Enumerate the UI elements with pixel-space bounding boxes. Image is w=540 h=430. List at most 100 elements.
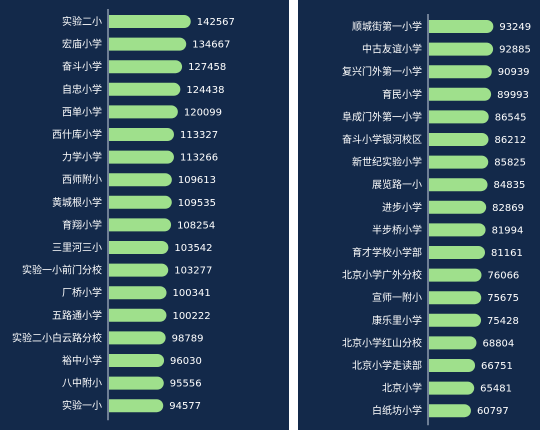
right-value-label: 86212 <box>494 135 526 146</box>
left-bar <box>109 173 172 187</box>
left-category-label: 奋斗小学 <box>62 60 102 73</box>
right-category-label: 展览路一小 <box>372 178 422 191</box>
right-category-label: 奋斗小学银河校区 <box>342 133 422 146</box>
right-value-label: 68804 <box>482 338 514 349</box>
right-bar <box>429 110 489 124</box>
left-value-label: 127458 <box>188 62 226 73</box>
left-category-label: 西单小学 <box>62 105 102 118</box>
left-value-label: 103542 <box>174 243 212 254</box>
left-value-label: 113327 <box>180 130 218 141</box>
right-value-label: 76066 <box>487 271 519 282</box>
left-category-label: 自忠小学 <box>62 83 102 96</box>
left-bar <box>109 128 174 141</box>
left-bar <box>109 354 165 367</box>
left-bar <box>109 376 164 390</box>
right-category-label: 育民小学 <box>382 88 422 101</box>
left-category-label: 西什库小学 <box>52 128 102 141</box>
left-category-label: 宏庙小学 <box>62 38 102 51</box>
chart-panel-left: 实验二小 142567 宏庙小学 134667 奋斗小学 127458 自忠小学 124438… <box>0 0 289 430</box>
left-category-label: 实验二小白云路分校 <box>12 331 102 344</box>
right-bar <box>429 200 487 214</box>
left-bar <box>109 60 183 74</box>
right-category-label: 进步小学 <box>382 201 422 214</box>
right-value-label: 81994 <box>492 225 524 236</box>
right-category-label: 复兴门外第一小学 <box>342 65 422 78</box>
left-category-label: 实验一小前门分校 <box>22 264 102 277</box>
right-value-label: 93249 <box>499 22 531 33</box>
left-value-label: 94577 <box>169 401 201 412</box>
right-value-label: 84835 <box>494 180 526 191</box>
left-value-label: 100341 <box>173 288 211 299</box>
right-category-label: 北京小学走读部 <box>352 359 422 372</box>
left-category-label: 八中附小 <box>62 377 102 390</box>
left-value-label: 96030 <box>170 356 202 367</box>
right-value-label: 81161 <box>491 248 523 259</box>
left-category-label: 实验二小 <box>62 15 102 28</box>
right-bar <box>429 155 489 169</box>
left-bar <box>109 241 169 254</box>
left-bar <box>109 286 167 300</box>
left-value-label: 134667 <box>192 40 230 51</box>
left-value-label: 95556 <box>170 379 202 390</box>
right-value-label: 75428 <box>487 316 519 327</box>
right-bar <box>429 359 476 372</box>
left-value-label: 109535 <box>178 198 216 209</box>
right-value-label: 90939 <box>498 67 530 78</box>
right-category-label: 半步桥小学 <box>372 223 422 236</box>
right-value-label: 60797 <box>477 406 509 417</box>
left-bar <box>109 399 164 413</box>
left-bar <box>109 15 191 28</box>
left-category-label: 黄城根小学 <box>52 196 102 209</box>
right-category-label: 北京小学广外分校 <box>342 269 422 282</box>
right-bar <box>429 404 471 418</box>
left-bar <box>109 218 172 232</box>
right-category-label: 宣师一附小 <box>372 291 422 304</box>
left-category-label: 力学小学 <box>62 151 102 164</box>
right-value-label: 92885 <box>499 45 531 56</box>
left-bar <box>109 308 167 322</box>
left-value-label: 124438 <box>186 85 224 96</box>
right-value-label: 65481 <box>480 384 512 395</box>
left-category-label: 五路通小学 <box>52 309 102 322</box>
left-value-label: 108254 <box>177 220 215 231</box>
left-value-label: 113266 <box>180 153 218 164</box>
left-value-label: 142567 <box>197 17 235 28</box>
right-bar <box>429 42 494 56</box>
right-category-label: 育才学校小学部 <box>352 246 422 259</box>
left-category-label: 三里河三小 <box>52 242 102 254</box>
right-category-label: 北京小学红山分校 <box>342 336 422 349</box>
left-bar <box>109 105 178 119</box>
chart-panel-right: 顺城街第一小学 93249 中古友谊小学 92885 复兴门外第一小学 90939 育民小学… <box>298 0 540 430</box>
left-bar <box>109 82 181 96</box>
right-bar <box>429 313 482 327</box>
bar-chart-left: 实验二小 142567 宏庙小学 134667 奋斗小学 127458 自忠小学 124438… <box>12 9 235 421</box>
left-category-label: 裕中小学 <box>62 354 102 367</box>
right-bar <box>429 381 475 395</box>
right-bar <box>429 20 494 33</box>
left-category-label: 西师附小 <box>62 173 102 186</box>
left-bar <box>109 37 187 51</box>
right-category-label: 康乐里小学 <box>372 314 422 327</box>
right-bar <box>429 291 482 305</box>
right-value-label: 89993 <box>497 90 529 101</box>
right-bar <box>429 133 489 146</box>
right-category-label: 北京小学 <box>382 382 422 395</box>
left-bar <box>109 331 166 345</box>
right-category-label: 阜成门外第一小学 <box>342 110 422 123</box>
right-bar <box>429 246 486 259</box>
left-value-label: 100222 <box>172 311 210 322</box>
left-value-label: 103277 <box>174 266 212 277</box>
right-category-label: 新世纪实验小学 <box>352 156 422 169</box>
right-value-label: 82869 <box>492 203 524 214</box>
left-value-label: 109613 <box>178 175 216 186</box>
left-bar <box>109 263 169 277</box>
left-value-label: 98789 <box>172 333 204 344</box>
right-value-label: 86545 <box>495 112 527 123</box>
left-category-label: 厂桥小学 <box>62 286 102 299</box>
left-value-label: 120099 <box>184 107 222 118</box>
right-value-label: 85825 <box>494 158 526 169</box>
right-category-label: 顺城街第一小学 <box>352 20 422 33</box>
right-bar <box>429 87 492 101</box>
right-bar <box>429 336 477 350</box>
bar-chart-right: 顺城街第一小学 93249 中古友谊小学 92885 复兴门外第一小学 90939 育民小学… <box>342 14 531 426</box>
